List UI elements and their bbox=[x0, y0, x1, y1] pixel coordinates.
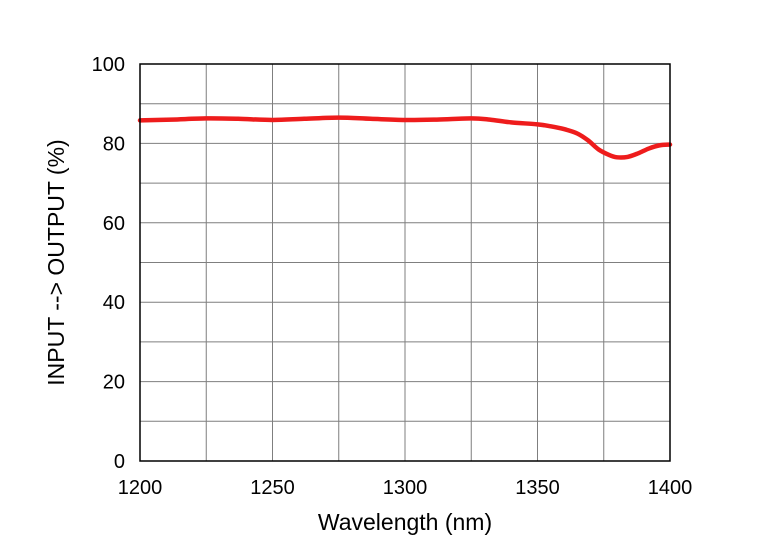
x-tick-label: 1350 bbox=[515, 477, 560, 499]
tick-labels: 1200 1250 1300 1350 1400 0 20 40 60 80 100 bbox=[92, 54, 693, 499]
y-tick-label: 20 bbox=[103, 372, 125, 394]
plot-area-frame bbox=[139, 63, 671, 462]
series-layer bbox=[137, 115, 673, 160]
grid-lines bbox=[140, 64, 670, 461]
series-line bbox=[137, 115, 673, 160]
y-tick-label: 0 bbox=[114, 451, 125, 473]
y-tick-label: 60 bbox=[103, 213, 125, 235]
y-axis-title: INPUT --> OUTPUT (%) bbox=[43, 139, 69, 385]
x-axis-title: Wavelength (nm) bbox=[318, 509, 492, 535]
y-tick-label: 100 bbox=[92, 54, 125, 76]
x-tick-label: 1400 bbox=[648, 477, 693, 499]
y-tick-label: 40 bbox=[103, 292, 125, 314]
x-tick-label: 1300 bbox=[383, 477, 428, 499]
y-tick-label: 80 bbox=[103, 133, 125, 155]
x-tick-label: 1200 bbox=[118, 477, 163, 499]
x-tick-label: 1250 bbox=[250, 477, 295, 499]
